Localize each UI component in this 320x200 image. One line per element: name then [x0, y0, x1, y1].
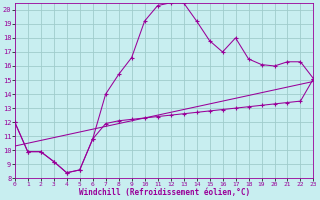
X-axis label: Windchill (Refroidissement éolien,°C): Windchill (Refroidissement éolien,°C): [78, 188, 250, 197]
